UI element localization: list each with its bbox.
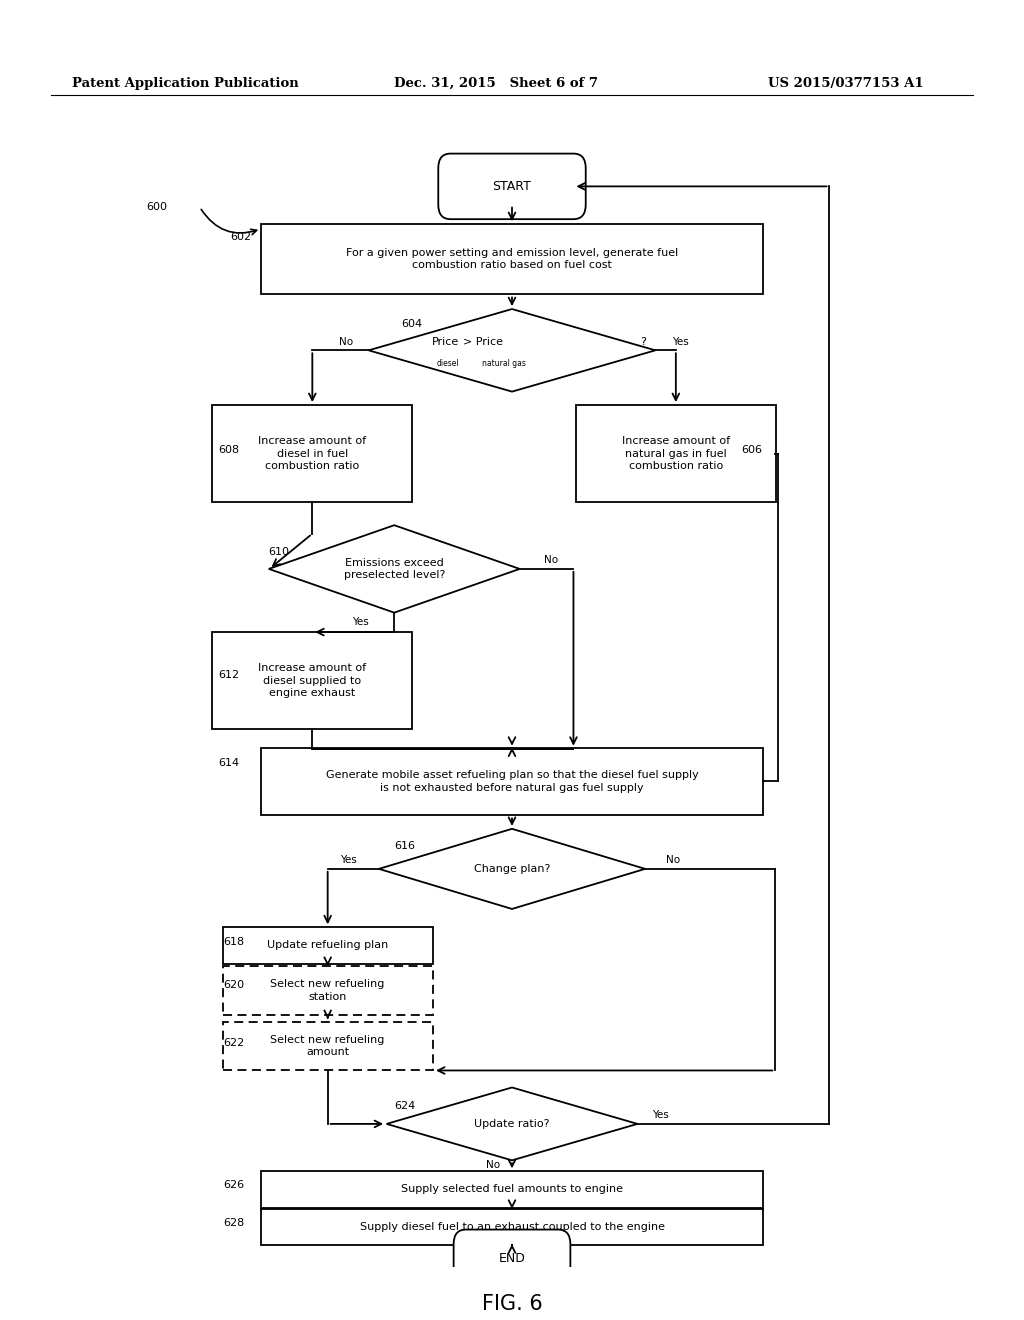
Bar <box>223 966 432 1015</box>
Bar <box>261 1209 763 1245</box>
Bar <box>575 405 776 502</box>
Text: No: No <box>485 1160 500 1171</box>
Text: Price: Price <box>431 337 459 347</box>
Text: Select new refueling
station: Select new refueling station <box>270 979 385 1002</box>
Text: US 2015/0377153 A1: US 2015/0377153 A1 <box>768 77 924 90</box>
Text: 620: 620 <box>223 981 245 990</box>
Text: 628: 628 <box>223 1218 245 1229</box>
Text: Update ratio?: Update ratio? <box>474 1119 550 1129</box>
Polygon shape <box>369 309 655 392</box>
Text: No: No <box>666 855 680 866</box>
Text: Supply diesel fuel to an exhaust coupled to the engine: Supply diesel fuel to an exhaust coupled… <box>359 1222 665 1232</box>
Text: 626: 626 <box>223 1180 245 1189</box>
Bar <box>261 1171 763 1208</box>
Text: diesel: diesel <box>436 359 459 368</box>
Text: Yes: Yes <box>340 855 356 866</box>
Text: 618: 618 <box>223 937 245 946</box>
Text: > Price: > Price <box>463 337 503 347</box>
Text: No: No <box>339 337 353 347</box>
Text: 614: 614 <box>218 758 240 768</box>
Polygon shape <box>387 1088 637 1160</box>
Text: Yes: Yes <box>352 618 369 627</box>
Text: 604: 604 <box>401 318 423 329</box>
Bar <box>261 748 763 814</box>
Text: 600: 600 <box>146 202 168 213</box>
Bar <box>261 224 763 294</box>
Bar <box>213 405 412 502</box>
Text: No: No <box>544 556 558 565</box>
Text: Select new refueling
amount: Select new refueling amount <box>270 1035 385 1057</box>
Text: Emissions exceed
preselected level?: Emissions exceed preselected level? <box>344 558 444 579</box>
FancyBboxPatch shape <box>438 153 586 219</box>
Text: Increase amount of
diesel supplied to
engine exhaust: Increase amount of diesel supplied to en… <box>258 663 367 698</box>
Polygon shape <box>268 525 520 612</box>
Text: For a given power setting and emission level, generate fuel
combustion ratio bas: For a given power setting and emission l… <box>346 248 678 271</box>
Polygon shape <box>379 829 645 909</box>
Text: Generate mobile asset refueling plan so that the diesel fuel supply
is not exhau: Generate mobile asset refueling plan so … <box>326 771 698 792</box>
Text: 612: 612 <box>218 669 240 680</box>
Text: 610: 610 <box>268 546 290 557</box>
Text: 624: 624 <box>394 1101 416 1110</box>
Text: Supply selected fuel amounts to engine: Supply selected fuel amounts to engine <box>401 1184 623 1195</box>
Text: Dec. 31, 2015   Sheet 6 of 7: Dec. 31, 2015 Sheet 6 of 7 <box>394 77 598 90</box>
Text: 616: 616 <box>394 841 416 851</box>
Text: Increase amount of
natural gas in fuel
combustion ratio: Increase amount of natural gas in fuel c… <box>622 436 730 471</box>
Text: 602: 602 <box>230 232 252 243</box>
Text: natural gas: natural gas <box>463 359 525 368</box>
Text: ?: ? <box>640 337 646 347</box>
Text: Yes: Yes <box>652 1110 669 1121</box>
Text: START: START <box>493 180 531 193</box>
Text: Increase amount of
diesel in fuel
combustion ratio: Increase amount of diesel in fuel combus… <box>258 436 367 471</box>
Text: Change plan?: Change plan? <box>474 863 550 874</box>
Text: 608: 608 <box>218 445 240 455</box>
Text: 606: 606 <box>741 445 763 455</box>
Bar <box>213 632 412 729</box>
Text: 622: 622 <box>223 1038 245 1048</box>
Text: Patent Application Publication: Patent Application Publication <box>72 77 298 90</box>
Text: Update refueling plan: Update refueling plan <box>267 940 388 950</box>
Bar <box>223 927 432 964</box>
Text: END: END <box>499 1253 525 1265</box>
Text: Yes: Yes <box>672 337 688 347</box>
Text: FIG. 6: FIG. 6 <box>481 1294 543 1313</box>
FancyBboxPatch shape <box>454 1229 570 1288</box>
Bar <box>223 1022 432 1071</box>
